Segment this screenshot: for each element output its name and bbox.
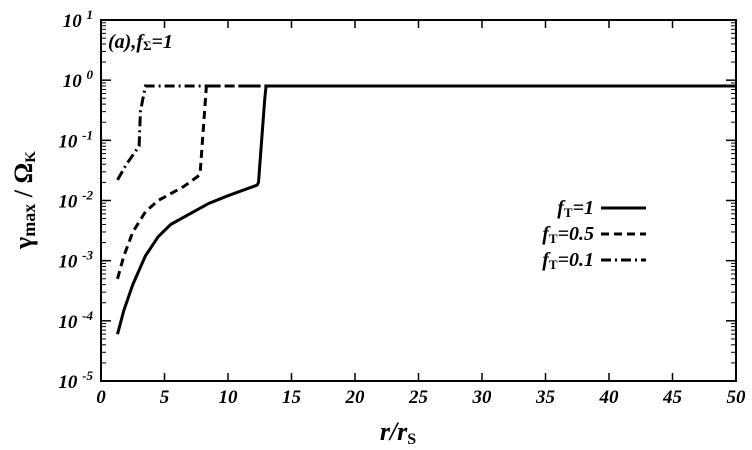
x-tick-label: 35	[535, 387, 556, 408]
y-tick-label: 10 -5	[58, 368, 93, 393]
series-layer	[116, 84, 736, 335]
x-axis-label: r/rS	[380, 417, 416, 448]
x-tick-label: 0	[96, 387, 106, 408]
legend-label: fT=1	[557, 197, 594, 220]
series-line-0	[116, 84, 736, 335]
y-axis-label: γmax / ΩK	[9, 151, 39, 250]
panel-annotation: (a),fΣ=1	[108, 31, 173, 53]
series-line-2	[116, 84, 736, 181]
legend-label: fT=0.1	[542, 249, 594, 272]
x-tick-label: 20	[345, 387, 366, 408]
x-tick-label: 30	[472, 387, 493, 408]
x-tick-label: 15	[282, 387, 302, 408]
series-line-1	[116, 84, 736, 280]
y-tick-label: 10 -3	[58, 248, 93, 273]
x-tick-label: 10	[219, 387, 239, 408]
y-tick-label: 10 1	[63, 7, 93, 32]
x-tick-labels: 0 5 10 15 20 25 30 35 40 45 50	[96, 387, 746, 408]
y-tick-labels: 10 1 10 0 10 -1 10 -2 10 -3 10 -4 10 -5	[58, 7, 93, 393]
x-tick-label: 50	[727, 387, 747, 408]
y-tick-label: 10 -2	[58, 188, 93, 213]
y-tick-label: 10 -1	[58, 127, 93, 152]
y-tick-label: 10 -4	[58, 308, 93, 333]
x-tick-label: 40	[599, 387, 620, 408]
legend-label: fT=0.5	[542, 223, 594, 246]
legend: fT=1 fT=0.5 fT=0.1	[542, 197, 646, 272]
plot-frame	[100, 19, 737, 382]
x-tick-label: 5	[160, 387, 170, 408]
axis-ticks	[100, 19, 737, 382]
x-tick-label: 25	[408, 387, 429, 408]
y-tick-label: 10 0	[63, 67, 94, 92]
x-tick-label: 45	[662, 387, 683, 408]
